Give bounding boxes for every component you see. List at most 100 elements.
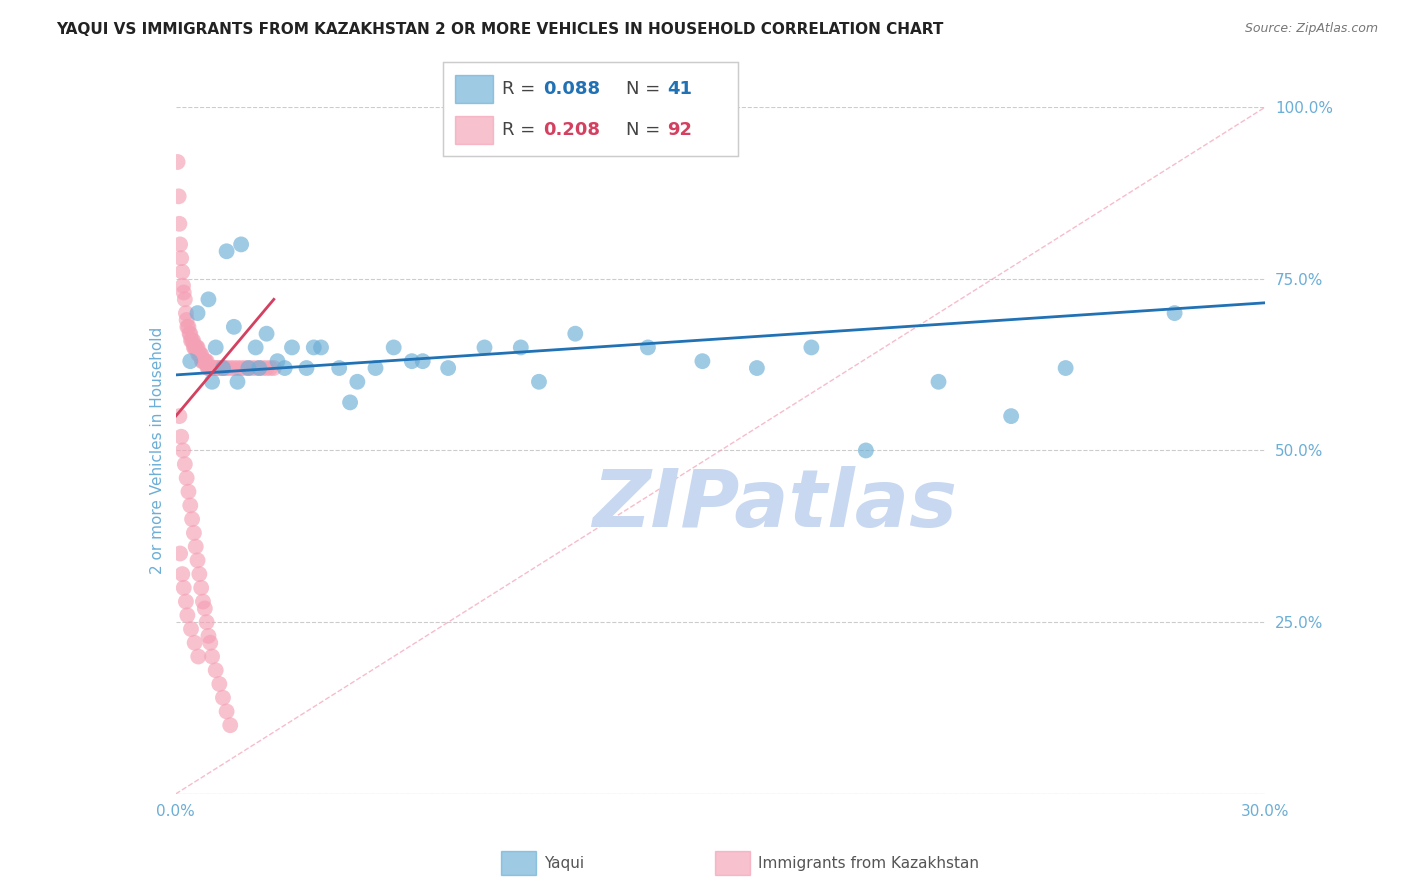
Point xyxy=(176,471,198,485)
Point xyxy=(194,354,217,368)
Point xyxy=(231,361,253,376)
Point xyxy=(437,361,460,376)
Point xyxy=(167,189,190,203)
Point xyxy=(191,354,214,368)
Point xyxy=(247,361,270,376)
Point xyxy=(194,601,217,615)
Bar xyxy=(454,75,494,103)
Point xyxy=(209,361,232,376)
Point xyxy=(177,484,200,499)
Point xyxy=(176,319,198,334)
Point xyxy=(637,340,659,354)
Point xyxy=(207,361,229,376)
Point xyxy=(190,581,212,595)
Point xyxy=(172,278,194,293)
Point xyxy=(204,361,226,376)
Point xyxy=(172,265,194,279)
Point xyxy=(181,334,204,348)
Point xyxy=(190,347,212,361)
Point xyxy=(197,293,219,307)
Point xyxy=(169,546,191,561)
Point xyxy=(202,361,225,376)
Text: N =: N = xyxy=(626,121,666,139)
Point xyxy=(197,361,219,376)
Point xyxy=(169,237,191,252)
Point xyxy=(245,361,267,376)
Point xyxy=(222,319,245,334)
Point xyxy=(266,354,288,368)
Point xyxy=(190,347,212,361)
Point xyxy=(174,306,197,320)
Point xyxy=(186,553,209,567)
Point xyxy=(928,375,950,389)
Point xyxy=(173,457,195,471)
Point xyxy=(212,690,235,705)
Point xyxy=(233,361,256,376)
Point xyxy=(346,375,368,389)
Text: N =: N = xyxy=(626,79,666,97)
Point xyxy=(256,361,278,376)
Point xyxy=(183,525,205,540)
Text: Yaqui: Yaqui xyxy=(544,855,585,871)
Point xyxy=(197,629,219,643)
Point xyxy=(169,217,191,231)
Point xyxy=(200,636,222,650)
Point xyxy=(219,361,242,376)
Point xyxy=(181,512,204,526)
Point xyxy=(212,361,235,376)
Point xyxy=(240,361,263,376)
Point xyxy=(412,354,434,368)
Point xyxy=(180,334,202,348)
Point xyxy=(170,430,193,444)
Point xyxy=(328,361,350,376)
Point xyxy=(184,540,207,554)
Point xyxy=(208,361,231,376)
Y-axis label: 2 or more Vehicles in Household: 2 or more Vehicles in Household xyxy=(149,326,165,574)
Point xyxy=(527,375,550,389)
Point xyxy=(200,361,222,376)
Point xyxy=(200,361,222,376)
Point xyxy=(401,354,423,368)
Text: YAQUI VS IMMIGRANTS FROM KAZAKHSTAN 2 OR MORE VEHICLES IN HOUSEHOLD CORRELATION : YAQUI VS IMMIGRANTS FROM KAZAKHSTAN 2 OR… xyxy=(56,22,943,37)
Point xyxy=(194,354,217,368)
Point xyxy=(201,649,224,664)
Point xyxy=(263,361,285,376)
Point xyxy=(215,244,238,259)
Point xyxy=(231,237,253,252)
Point xyxy=(176,313,198,327)
Point xyxy=(474,340,496,354)
Point xyxy=(259,361,281,376)
Point xyxy=(1054,361,1077,376)
Text: 0.088: 0.088 xyxy=(543,79,600,97)
Text: ZIPatlas: ZIPatlas xyxy=(592,467,957,544)
Point xyxy=(564,326,586,341)
Point xyxy=(180,622,202,636)
Point xyxy=(179,326,201,341)
Bar xyxy=(502,851,536,875)
Point xyxy=(186,306,209,320)
Text: 41: 41 xyxy=(668,79,692,97)
Point xyxy=(309,340,332,354)
Point xyxy=(201,375,224,389)
Text: 92: 92 xyxy=(668,121,692,139)
Point xyxy=(208,677,231,691)
Point xyxy=(339,395,361,409)
Point xyxy=(195,354,218,368)
Point xyxy=(177,319,200,334)
Point xyxy=(193,354,215,368)
Point xyxy=(186,340,208,354)
Point xyxy=(245,340,267,354)
Text: Immigrants from Kazakhstan: Immigrants from Kazakhstan xyxy=(758,855,979,871)
Point xyxy=(179,326,201,341)
Point xyxy=(509,340,531,354)
Point xyxy=(1163,306,1185,320)
Text: R =: R = xyxy=(502,79,541,97)
Point xyxy=(174,594,197,608)
Point xyxy=(364,361,387,376)
Point xyxy=(247,361,270,376)
Point xyxy=(183,340,205,354)
Point xyxy=(219,718,242,732)
Point xyxy=(173,293,195,307)
Point xyxy=(183,636,205,650)
Point xyxy=(187,649,209,664)
